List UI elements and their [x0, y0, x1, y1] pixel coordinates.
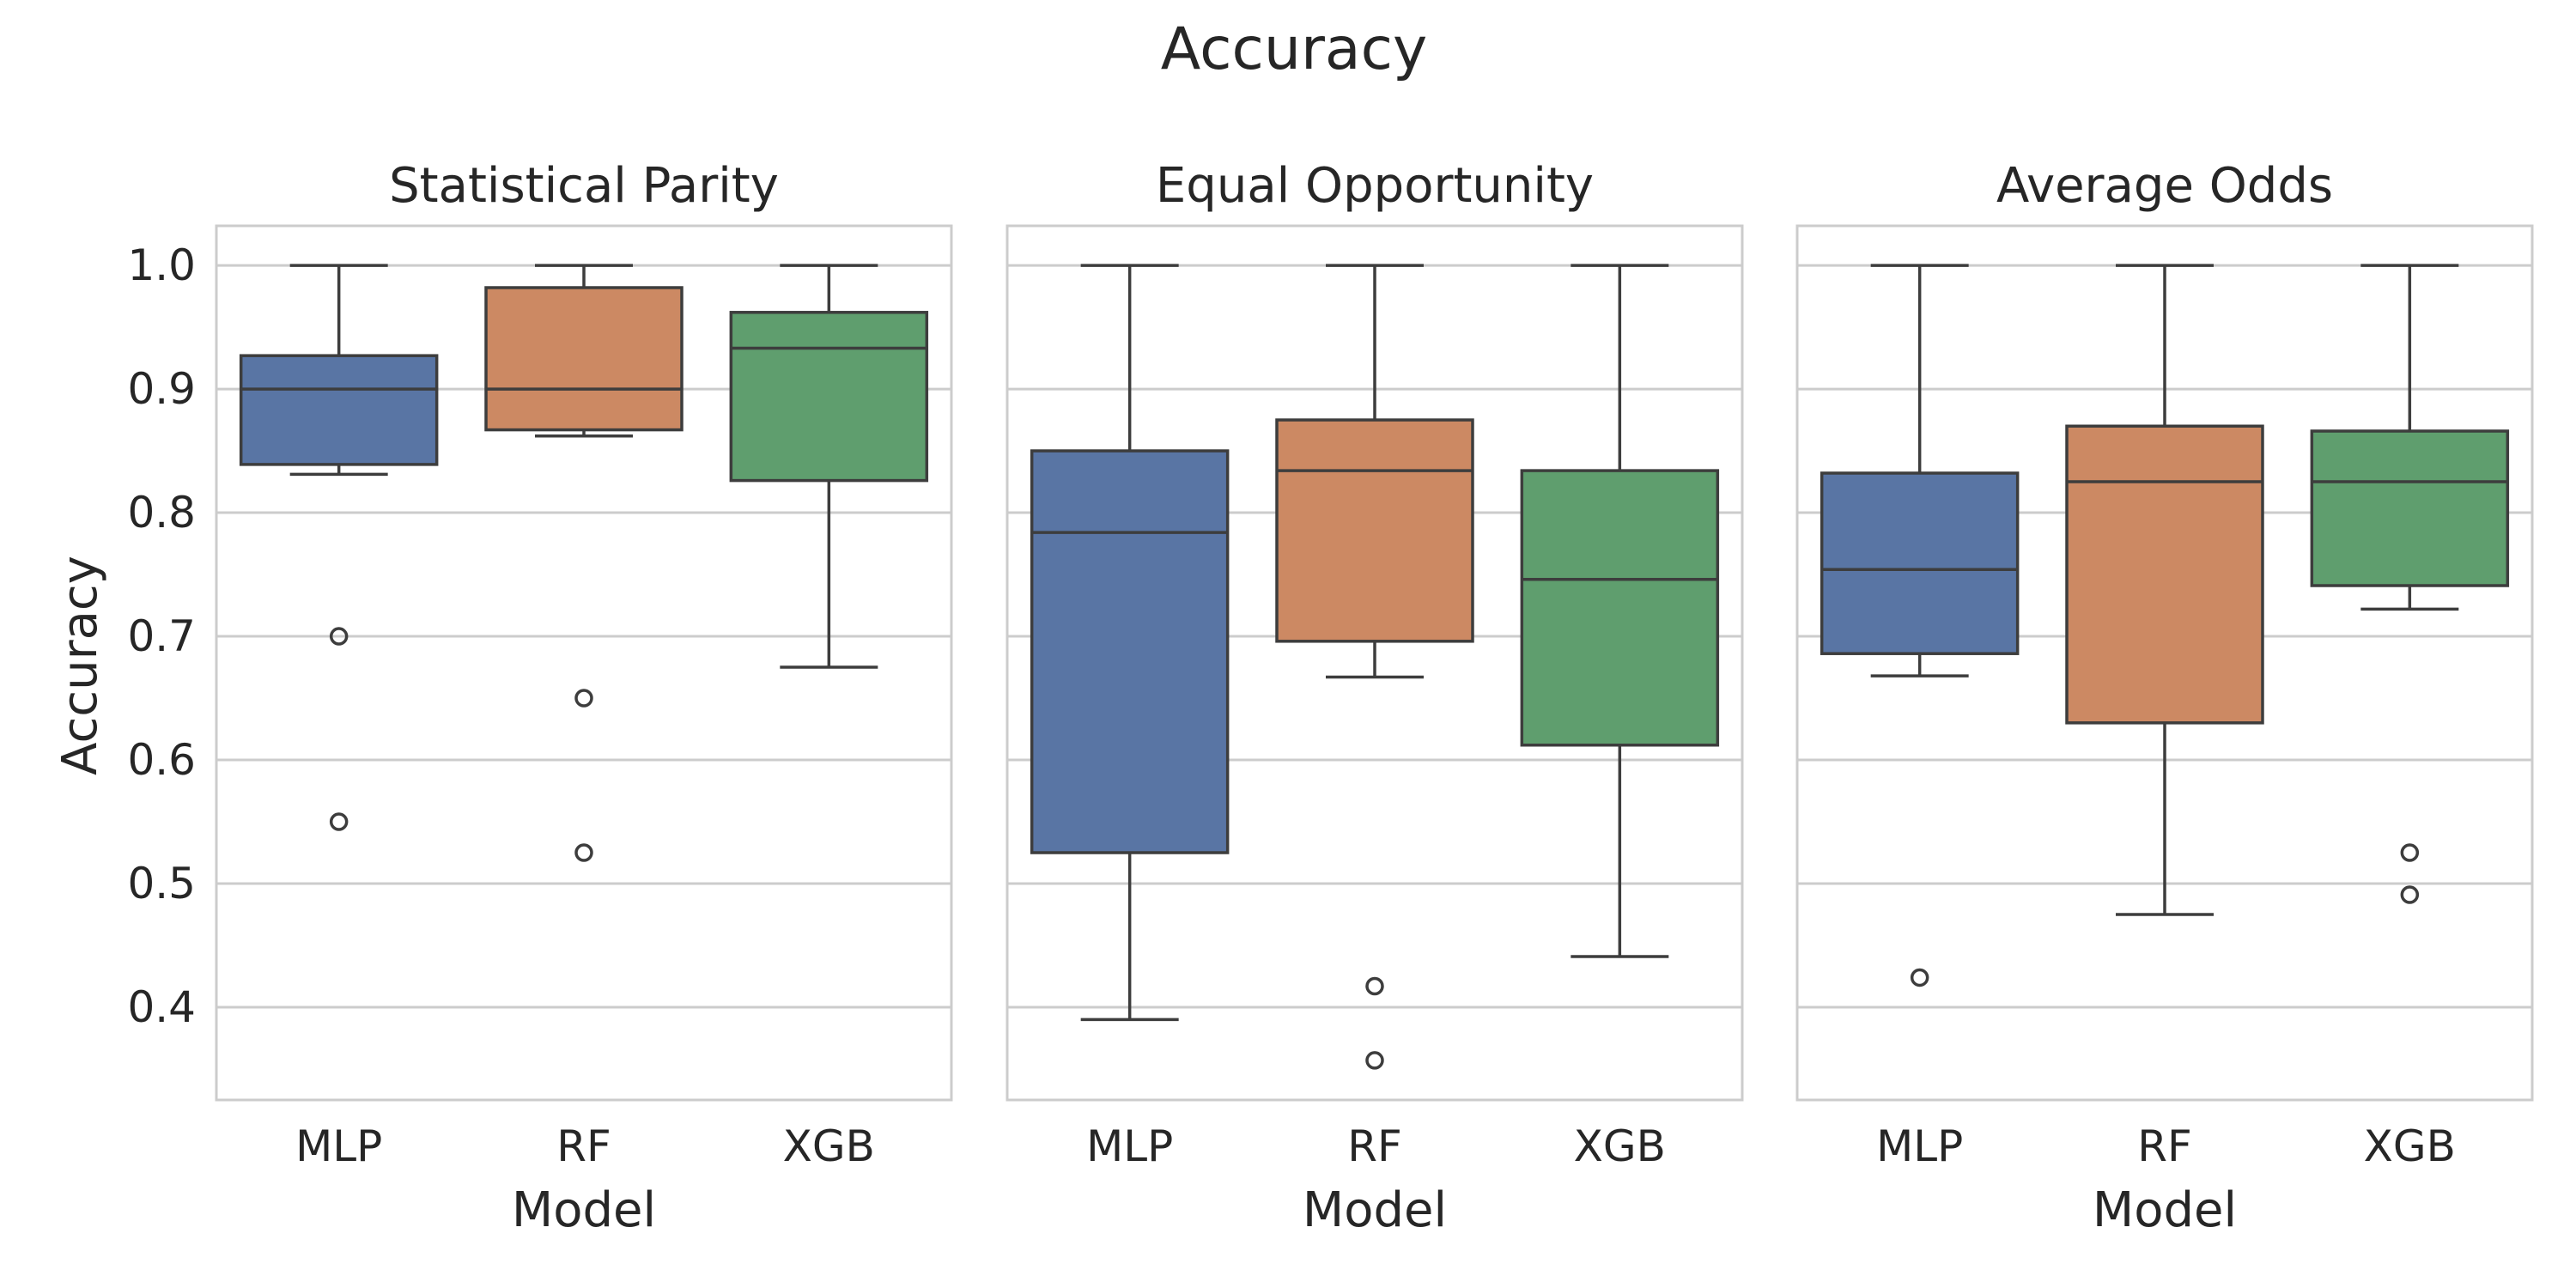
- box-rf: RF: [2065, 264, 2264, 1171]
- x-tick-label: RF: [1347, 1121, 1402, 1171]
- x-tick-label: RF: [556, 1121, 611, 1171]
- iqr-box: [729, 311, 929, 483]
- box-rf: RF: [1275, 264, 1474, 1171]
- y-tick-label: 0.4: [127, 982, 196, 1032]
- outlier-point: [2400, 885, 2420, 904]
- outlier-point: [1365, 976, 1384, 996]
- panel-average-odds: Average Odds Model MLP RF XGB: [1795, 158, 2534, 1238]
- outlier-point: [574, 689, 593, 708]
- outlier-point: [329, 812, 349, 831]
- panel-title: Equal Opportunity: [1156, 158, 1594, 214]
- y-tick-label: 0.7: [127, 611, 196, 661]
- iqr-box: [1275, 418, 1474, 643]
- x-axis-label: Model: [1303, 1182, 1447, 1238]
- x-tick-label: XGB: [1574, 1121, 1666, 1171]
- panels: 0.4 0.5 0.6 0.7 0.8 0.9 1.0 Statistical Parity M…: [127, 158, 2534, 1238]
- box-xgb: XGB: [1520, 264, 1720, 1171]
- plot-frame: [1005, 224, 1744, 1102]
- outlier-point: [329, 627, 349, 646]
- iqr-box: [484, 286, 683, 432]
- y-tick-label: 0.5: [127, 859, 196, 908]
- outlier-point: [574, 843, 593, 862]
- panel-title: Statistical Parity: [389, 158, 779, 214]
- outlier-point: [1365, 1051, 1384, 1070]
- iqr-box: [1520, 469, 1720, 747]
- box-xgb: XGB: [2310, 264, 2510, 1171]
- panel-equal-opportunity: Equal Opportunity Model MLP RF XGB: [1005, 158, 1744, 1238]
- y-tick-label: 0.6: [127, 735, 196, 785]
- x-tick-label: XGB: [783, 1121, 875, 1171]
- x-tick-label: RF: [2137, 1121, 2192, 1171]
- y-tick-label: 1.0: [127, 240, 196, 290]
- x-tick-label: XGB: [2364, 1121, 2456, 1171]
- box-mlp: MLP: [1820, 264, 2020, 1171]
- iqr-box: [239, 354, 439, 466]
- y-axis-label: Accuracy: [52, 556, 108, 775]
- box-mlp: MLP: [1030, 264, 1230, 1171]
- panel-title: Average Odds: [1996, 158, 2333, 214]
- outlier-point: [1910, 968, 1929, 987]
- x-axis-label: Model: [2093, 1182, 2237, 1238]
- plot-frame: [1795, 224, 2534, 1102]
- iqr-box: [2310, 429, 2510, 587]
- y-tick-label: 0.8: [127, 488, 196, 538]
- iqr-box: [1820, 471, 2020, 655]
- box-mlp: MLP: [239, 264, 439, 1171]
- panel-statistical-parity: 0.4 0.5 0.6 0.7 0.8 0.9 1.0 Statistical Parity M…: [127, 158, 953, 1238]
- box-rf: RF: [484, 264, 683, 1171]
- plot-frame: [215, 224, 953, 1102]
- figure-title: Accuracy: [1161, 15, 1427, 83]
- x-axis-label: Model: [512, 1182, 656, 1238]
- x-tick-label: MLP: [1876, 1121, 1963, 1171]
- outlier-point: [2400, 843, 2420, 862]
- x-tick-label: MLP: [1086, 1121, 1173, 1171]
- iqr-box: [1030, 449, 1230, 854]
- box-xgb: XGB: [729, 264, 929, 1171]
- iqr-box: [2065, 424, 2264, 725]
- y-tick-label: 0.9: [127, 364, 196, 414]
- x-tick-label: MLP: [295, 1121, 382, 1171]
